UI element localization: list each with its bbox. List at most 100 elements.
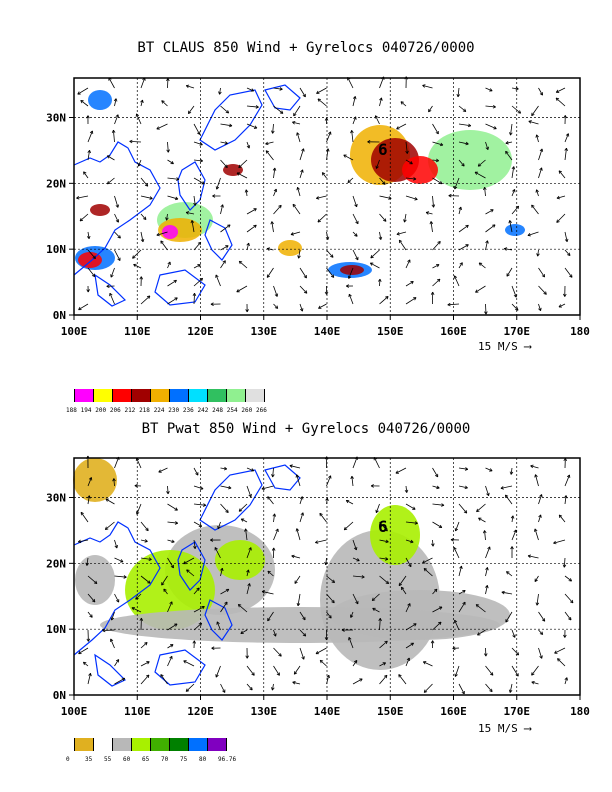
wind-vector bbox=[271, 683, 274, 691]
wind-vector bbox=[273, 285, 278, 297]
wind-vector-head bbox=[227, 224, 231, 228]
wind-vector-head bbox=[225, 588, 230, 593]
wind-vector-head bbox=[318, 305, 322, 309]
wind-vector bbox=[267, 496, 274, 505]
wind-vector-head bbox=[317, 98, 321, 102]
wind-vector-head bbox=[80, 99, 84, 104]
x-tick-label: 180 bbox=[570, 705, 590, 718]
colorbar-swatch-3 bbox=[132, 738, 151, 751]
wind-vector bbox=[370, 249, 380, 259]
wind-vector-head bbox=[115, 659, 120, 663]
coastline-0 bbox=[73, 521, 161, 656]
wind-vector-head bbox=[210, 302, 214, 306]
wind-vector-head bbox=[531, 204, 535, 209]
wind-vector bbox=[140, 674, 150, 685]
pwat-shading-4 bbox=[215, 540, 265, 580]
wind-vector-head bbox=[564, 147, 568, 152]
wind-vector-head bbox=[246, 145, 251, 149]
wind-vector bbox=[505, 611, 513, 623]
wind-vector bbox=[326, 497, 328, 505]
colorbar-label: 96.76 bbox=[218, 756, 237, 763]
cloud-shading-0 bbox=[428, 130, 512, 190]
wind-vector bbox=[186, 85, 195, 89]
wind-vector bbox=[167, 623, 178, 631]
wind-vector-head bbox=[506, 273, 510, 277]
wind-vector bbox=[140, 195, 153, 199]
wind-vector-head bbox=[119, 559, 124, 563]
wind-vector-head bbox=[297, 255, 301, 259]
wind-vector bbox=[140, 575, 151, 584]
wind-vector-head bbox=[569, 274, 573, 278]
wind-vector bbox=[166, 213, 168, 221]
coastline-6 bbox=[154, 649, 206, 686]
wind-vector-head bbox=[91, 273, 96, 278]
wind-vector-head bbox=[77, 91, 81, 95]
wind-vector bbox=[458, 244, 469, 251]
wind-vector-head bbox=[169, 601, 173, 605]
wind-vector bbox=[375, 503, 380, 513]
wind-vector-head bbox=[425, 211, 430, 215]
scale-label-bottom: 15 M/S ⟶ bbox=[478, 722, 531, 735]
wind-vector bbox=[511, 665, 519, 677]
wind-vector bbox=[167, 261, 171, 269]
wind-vector-head bbox=[171, 539, 175, 544]
wind-vector bbox=[246, 665, 255, 676]
wind-vector bbox=[400, 101, 407, 107]
colorbar-swatch-6 bbox=[189, 738, 208, 751]
y-tick-label: 20N bbox=[46, 177, 66, 190]
wind-vector bbox=[114, 659, 120, 667]
x-tick-label: 100E bbox=[61, 705, 88, 718]
wind-vector-head bbox=[185, 211, 190, 215]
wind-vector-head bbox=[114, 545, 118, 549]
wind-vector-head bbox=[299, 308, 304, 312]
wind-vector bbox=[299, 303, 303, 312]
wind-vector-head bbox=[396, 126, 400, 130]
wind-vector bbox=[454, 619, 460, 631]
wind-vector-head bbox=[224, 601, 228, 606]
wind-vector-head bbox=[266, 274, 271, 278]
wind-vector-head bbox=[483, 186, 487, 191]
wind-vector-head bbox=[531, 680, 535, 685]
wind-vector-head bbox=[353, 116, 357, 120]
colorbar-top bbox=[74, 389, 265, 402]
wind-vector-head bbox=[403, 219, 407, 223]
wind-vector-head bbox=[255, 105, 259, 109]
wind-vector-head bbox=[465, 224, 469, 229]
wind-vector bbox=[538, 611, 546, 622]
pwat-shading-6 bbox=[100, 607, 500, 643]
x-tick-label: 170E bbox=[504, 325, 531, 338]
cloud-shading-15 bbox=[88, 90, 112, 110]
wind-vector bbox=[299, 169, 304, 179]
wind-vector-head bbox=[379, 97, 383, 101]
wind-vector-head bbox=[435, 130, 439, 135]
colorbar-swatch-2 bbox=[113, 738, 132, 751]
wind-vector bbox=[326, 575, 335, 583]
wind-vector bbox=[553, 539, 566, 544]
wind-vector-head bbox=[367, 140, 371, 144]
wind-vector-head bbox=[328, 615, 332, 619]
wind-vector-head bbox=[485, 567, 489, 571]
wind-vector-head bbox=[265, 141, 269, 146]
wind-vector bbox=[504, 248, 513, 251]
wind-vector bbox=[238, 159, 248, 168]
wind-vector-head bbox=[296, 186, 300, 191]
wind-vector bbox=[458, 141, 469, 145]
wind-vector-head bbox=[510, 546, 514, 550]
wind-vector-head bbox=[218, 91, 222, 95]
wind-vector-head bbox=[123, 575, 127, 579]
wind-vector-head bbox=[139, 617, 144, 621]
wind-vector bbox=[534, 528, 539, 541]
wind-vector-head bbox=[211, 646, 215, 650]
wind-vector-head bbox=[245, 655, 249, 659]
wind-vector bbox=[246, 242, 250, 251]
wind-vector-head bbox=[319, 659, 324, 664]
wind-vector-head bbox=[166, 491, 170, 495]
coastline-1 bbox=[177, 541, 206, 591]
wind-vector bbox=[246, 141, 250, 149]
wind-vector bbox=[245, 528, 248, 541]
wind-vector-head bbox=[87, 149, 91, 154]
wind-vector bbox=[352, 678, 363, 685]
wind-vector bbox=[432, 264, 440, 269]
wind-vector-head bbox=[87, 495, 91, 499]
wind-vector-head bbox=[486, 492, 490, 497]
